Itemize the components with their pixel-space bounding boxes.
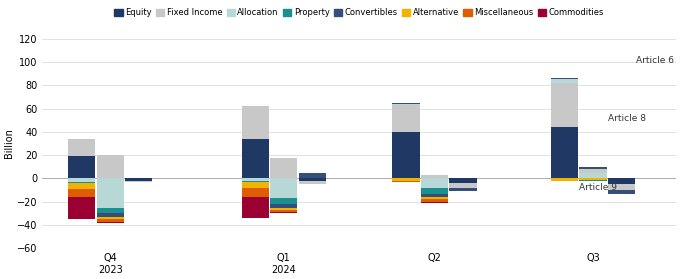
Bar xyxy=(580,169,606,173)
Bar xyxy=(270,208,297,210)
Bar xyxy=(449,179,477,183)
Bar xyxy=(551,80,578,83)
Bar xyxy=(449,188,477,191)
Bar xyxy=(299,181,326,184)
Bar xyxy=(299,173,326,179)
Bar xyxy=(68,179,95,182)
Bar xyxy=(421,188,448,194)
Y-axis label: Billion: Billion xyxy=(4,129,14,158)
Bar xyxy=(393,132,420,179)
Bar xyxy=(242,179,269,181)
Bar xyxy=(68,189,95,197)
Bar xyxy=(393,181,420,182)
Bar xyxy=(449,183,477,188)
Bar xyxy=(68,197,95,219)
Text: Article 6: Article 6 xyxy=(636,56,675,66)
Bar xyxy=(421,202,448,203)
Text: Article 9: Article 9 xyxy=(580,183,617,192)
Bar xyxy=(393,103,420,104)
Bar xyxy=(97,155,124,179)
Bar xyxy=(580,173,606,179)
Bar xyxy=(270,198,297,204)
Bar xyxy=(608,184,635,190)
Bar xyxy=(97,217,124,219)
Bar xyxy=(97,213,124,217)
Bar xyxy=(270,179,297,198)
Bar xyxy=(97,222,124,223)
Bar xyxy=(393,104,420,105)
Bar xyxy=(270,204,297,208)
Bar xyxy=(270,212,297,213)
Bar xyxy=(97,179,124,208)
Bar xyxy=(421,197,448,199)
Legend: Equity, Fixed Income, Allocation, Property, Convertibles, Alternative, Miscellan: Equity, Fixed Income, Allocation, Proper… xyxy=(111,5,608,21)
Bar xyxy=(125,179,152,181)
Bar xyxy=(580,179,606,180)
Bar xyxy=(68,139,95,156)
Bar xyxy=(421,179,448,188)
Bar xyxy=(68,182,95,183)
Bar xyxy=(393,105,420,132)
Bar xyxy=(242,106,269,139)
Bar xyxy=(608,190,635,194)
Bar xyxy=(242,182,269,188)
Bar xyxy=(551,179,578,181)
Bar xyxy=(393,179,420,181)
Bar xyxy=(551,83,578,127)
Bar xyxy=(97,208,124,213)
Bar xyxy=(299,179,326,181)
Bar xyxy=(242,139,269,179)
Text: Article 8: Article 8 xyxy=(608,114,646,122)
Bar xyxy=(125,181,152,182)
Bar xyxy=(270,158,297,179)
Bar xyxy=(68,183,95,189)
Bar xyxy=(551,78,578,80)
Bar xyxy=(608,179,635,184)
Bar xyxy=(270,210,297,212)
Bar xyxy=(242,188,269,197)
Bar xyxy=(421,199,448,202)
Bar xyxy=(421,175,448,179)
Bar xyxy=(242,197,269,218)
Bar xyxy=(97,219,124,222)
Bar xyxy=(68,156,95,179)
Bar xyxy=(421,194,448,197)
Bar xyxy=(551,127,578,179)
Bar xyxy=(580,167,606,169)
Bar xyxy=(242,181,269,182)
Bar xyxy=(580,180,606,181)
